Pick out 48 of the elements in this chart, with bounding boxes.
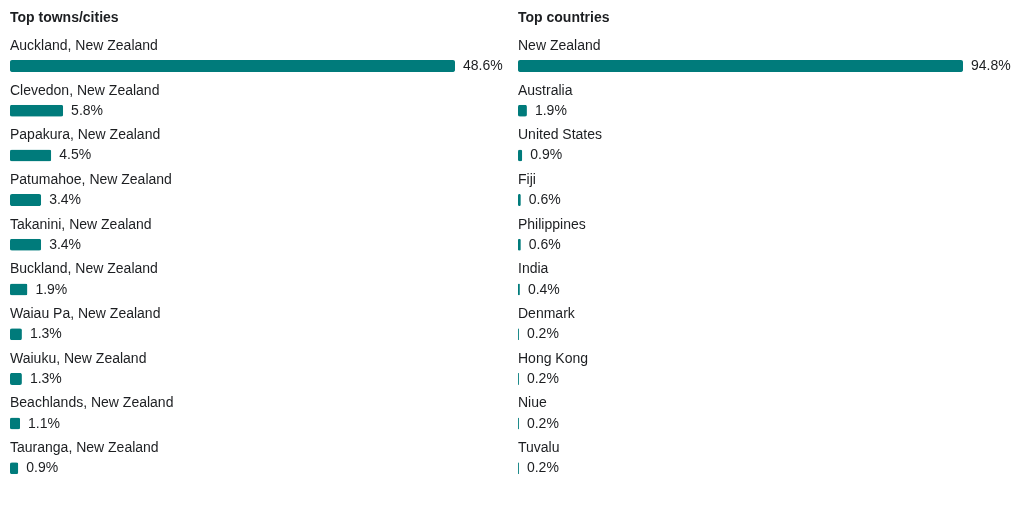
- data-label: 1.9%: [35, 280, 68, 297]
- y-tick-label: Australia: [518, 81, 573, 98]
- y-tick-label: United States: [518, 126, 603, 143]
- y-tick-label: Fiji: [518, 170, 536, 187]
- y-tick-label: Tauranga, New Zealand: [10, 439, 159, 456]
- y-tick-label: Auckland, New Zealand: [10, 36, 158, 53]
- chart-title: Top towns/cities: [10, 8, 119, 25]
- y-tick-label: Philippines: [518, 215, 586, 232]
- y-tick-label: Patumahoe, New Zealand: [10, 170, 172, 187]
- y-tick-label: Takanini, New Zealand: [10, 215, 152, 232]
- data-label: 0.2%: [526, 414, 559, 431]
- y-tick-label: Niue: [518, 394, 548, 411]
- bar: [10, 60, 455, 73]
- data-label: 4.5%: [59, 146, 92, 163]
- chart-title: Top countries: [518, 8, 610, 25]
- data-label: 1.3%: [29, 369, 62, 386]
- data-label: 1.1%: [28, 414, 60, 431]
- y-tick-label: Clevedon, New Zealand: [10, 81, 160, 98]
- y-tick-label: Denmark: [518, 305, 576, 322]
- data-label: 0.6%: [528, 191, 561, 208]
- bar: [10, 194, 42, 207]
- y-tick-label: Tuvalu: [518, 439, 560, 456]
- y-tick-label: Papakura, New Zealand: [10, 126, 161, 143]
- data-label: 3.4%: [49, 235, 82, 252]
- y-tick-label: New Zealand: [518, 36, 601, 53]
- data-label: 0.2%: [526, 369, 559, 386]
- data-label: 1.9%: [534, 101, 567, 118]
- y-tick-label: Hong Kong: [518, 349, 589, 366]
- data-label: 5.8%: [71, 101, 104, 118]
- data-label: 94.8%: [971, 57, 1011, 74]
- data-label: 0.6%: [528, 235, 561, 252]
- data-label: 3.4%: [49, 191, 82, 208]
- data-label: 0.9%: [26, 459, 59, 476]
- bar: [518, 60, 963, 73]
- data-label: 0.9%: [530, 146, 563, 163]
- y-tick-label: Waiau Pa, New Zealand: [10, 305, 161, 322]
- y-tick-label: India: [518, 260, 549, 277]
- bar: [10, 104, 64, 117]
- data-label: 48.6%: [463, 57, 503, 74]
- y-tick-label: Beachlands, New Zealand: [10, 394, 174, 411]
- bar: [10, 238, 42, 251]
- data-label: 0.4%: [527, 280, 560, 297]
- data-label: 0.2%: [526, 325, 559, 342]
- bar: [10, 149, 52, 162]
- data-label: 1.3%: [29, 325, 62, 342]
- y-tick-label: Buckland, New Zealand: [10, 260, 158, 277]
- y-tick-label: Waiuku, New Zealand: [10, 349, 147, 366]
- data-label: 0.2%: [526, 459, 559, 476]
